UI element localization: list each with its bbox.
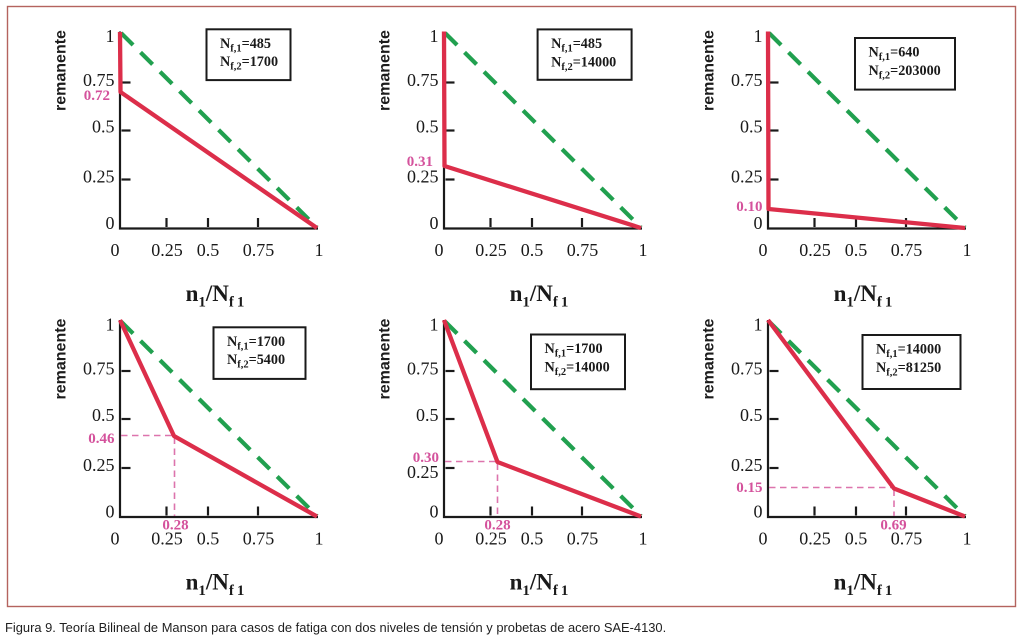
svg-text:Nf,2=1700: Nf,2=1700 [220, 54, 278, 73]
svg-text:0.72: 0.72 [84, 88, 110, 104]
svg-text:0.15: 0.15 [736, 480, 762, 496]
svg-text:0: 0 [435, 529, 444, 549]
svg-text:n1/Nf 1: n1/Nf 1 [834, 570, 893, 600]
svg-text:n1/Nf 1: n1/Nf 1 [186, 570, 245, 600]
svg-text:0: 0 [430, 213, 439, 233]
svg-text:0.75: 0.75 [891, 529, 923, 549]
svg-text:0.30: 0.30 [413, 450, 439, 466]
svg-text:0.46: 0.46 [88, 431, 115, 447]
svg-text:0.5: 0.5 [845, 529, 868, 549]
svg-text:0: 0 [106, 502, 115, 522]
svg-text:0.5: 0.5 [845, 240, 868, 260]
svg-text:0.5: 0.5 [521, 529, 544, 549]
svg-text:1: 1 [430, 26, 439, 46]
svg-text:Nf,1=1700: Nf,1=1700 [545, 341, 603, 360]
svg-text:0.75: 0.75 [243, 529, 275, 549]
svg-text:0: 0 [435, 240, 444, 260]
svg-text:0.25: 0.25 [731, 455, 763, 475]
svg-text:0.25: 0.25 [83, 455, 115, 475]
svg-text:remanente: remanente [377, 30, 394, 111]
svg-text:n1/Nf 1: n1/Nf 1 [834, 281, 893, 311]
svg-text:1: 1 [963, 529, 972, 549]
svg-text:Nf,2=5400: Nf,2=5400 [227, 352, 285, 371]
svg-text:0.5: 0.5 [197, 529, 220, 549]
svg-text:1: 1 [315, 529, 324, 549]
svg-text:0.75: 0.75 [567, 529, 599, 549]
svg-text:0.75: 0.75 [407, 359, 439, 379]
svg-text:1: 1 [639, 240, 648, 260]
svg-text:0.75: 0.75 [83, 359, 115, 379]
svg-text:0.28: 0.28 [484, 518, 510, 534]
svg-text:0.31: 0.31 [407, 154, 433, 170]
svg-text:0.5: 0.5 [740, 117, 763, 137]
svg-text:remanente: remanente [53, 30, 70, 111]
svg-text:0.25: 0.25 [151, 529, 183, 549]
svg-text:Nf,2=14000: Nf,2=14000 [545, 359, 610, 378]
svg-text:0: 0 [754, 502, 763, 522]
svg-text:0: 0 [754, 213, 763, 233]
svg-text:0: 0 [111, 529, 120, 549]
svg-text:0.25: 0.25 [799, 529, 831, 549]
svg-text:0.69: 0.69 [880, 518, 906, 534]
svg-text:0.25: 0.25 [151, 240, 183, 260]
svg-text:1: 1 [430, 315, 439, 335]
svg-text:remanente: remanente [701, 318, 718, 399]
svg-text:0.75: 0.75 [731, 359, 763, 379]
svg-text:0: 0 [430, 502, 439, 522]
svg-text:0.5: 0.5 [197, 240, 220, 260]
svg-text:0.25: 0.25 [799, 240, 831, 260]
svg-text:1: 1 [315, 240, 324, 260]
svg-text:0.75: 0.75 [891, 240, 923, 260]
svg-text:1: 1 [106, 26, 115, 46]
svg-text:Nf,1=485: Nf,1=485 [220, 36, 271, 55]
svg-text:0: 0 [111, 240, 120, 260]
svg-text:Nf,2=81250: Nf,2=81250 [876, 360, 941, 379]
svg-text:Nf,1=485: Nf,1=485 [551, 36, 602, 55]
svg-text:Nf,2=14000: Nf,2=14000 [551, 54, 616, 73]
svg-text:0.25: 0.25 [83, 167, 115, 187]
svg-text:n1/Nf 1: n1/Nf 1 [510, 281, 569, 311]
svg-text:0.75: 0.75 [243, 240, 275, 260]
svg-text:0.75: 0.75 [83, 70, 115, 90]
svg-text:Nf,1=14000: Nf,1=14000 [876, 342, 941, 361]
svg-text:1: 1 [639, 529, 648, 549]
svg-text:1: 1 [754, 26, 763, 46]
svg-text:0.25: 0.25 [731, 167, 763, 187]
svg-text:0.5: 0.5 [416, 405, 439, 425]
svg-text:0.75: 0.75 [731, 70, 763, 90]
svg-text:0.25: 0.25 [407, 167, 439, 187]
svg-text:0.5: 0.5 [92, 405, 115, 425]
svg-text:0.25: 0.25 [407, 462, 439, 482]
svg-text:1: 1 [754, 315, 763, 335]
svg-text:Nf,1=1700: Nf,1=1700 [227, 334, 285, 353]
svg-text:remanente: remanente [701, 30, 718, 111]
svg-text:0: 0 [106, 213, 115, 233]
svg-text:0.75: 0.75 [567, 240, 599, 260]
svg-text:0.10: 0.10 [736, 199, 762, 215]
svg-text:1: 1 [106, 315, 115, 335]
svg-text:remanente: remanente [53, 318, 70, 399]
svg-text:Nf,1=640: Nf,1=640 [869, 45, 920, 64]
svg-text:0.75: 0.75 [407, 70, 439, 90]
svg-text:0.5: 0.5 [740, 405, 763, 425]
svg-text:0.5: 0.5 [416, 117, 439, 137]
svg-text:0.25: 0.25 [475, 240, 507, 260]
svg-text:0.28: 0.28 [162, 518, 188, 534]
svg-text:n1/Nf 1: n1/Nf 1 [186, 281, 245, 311]
svg-text:remanente: remanente [377, 318, 394, 399]
svg-text:0.5: 0.5 [92, 117, 115, 137]
svg-text:Figura 9. Teoría Bilineal de M: Figura 9. Teoría Bilineal de Manson para… [5, 620, 666, 635]
svg-text:0: 0 [759, 529, 768, 549]
svg-text:0: 0 [759, 240, 768, 260]
svg-text:1: 1 [963, 240, 972, 260]
svg-text:n1/Nf 1: n1/Nf 1 [510, 570, 569, 600]
svg-text:0.5: 0.5 [521, 240, 544, 260]
svg-text:0.25: 0.25 [475, 529, 507, 549]
